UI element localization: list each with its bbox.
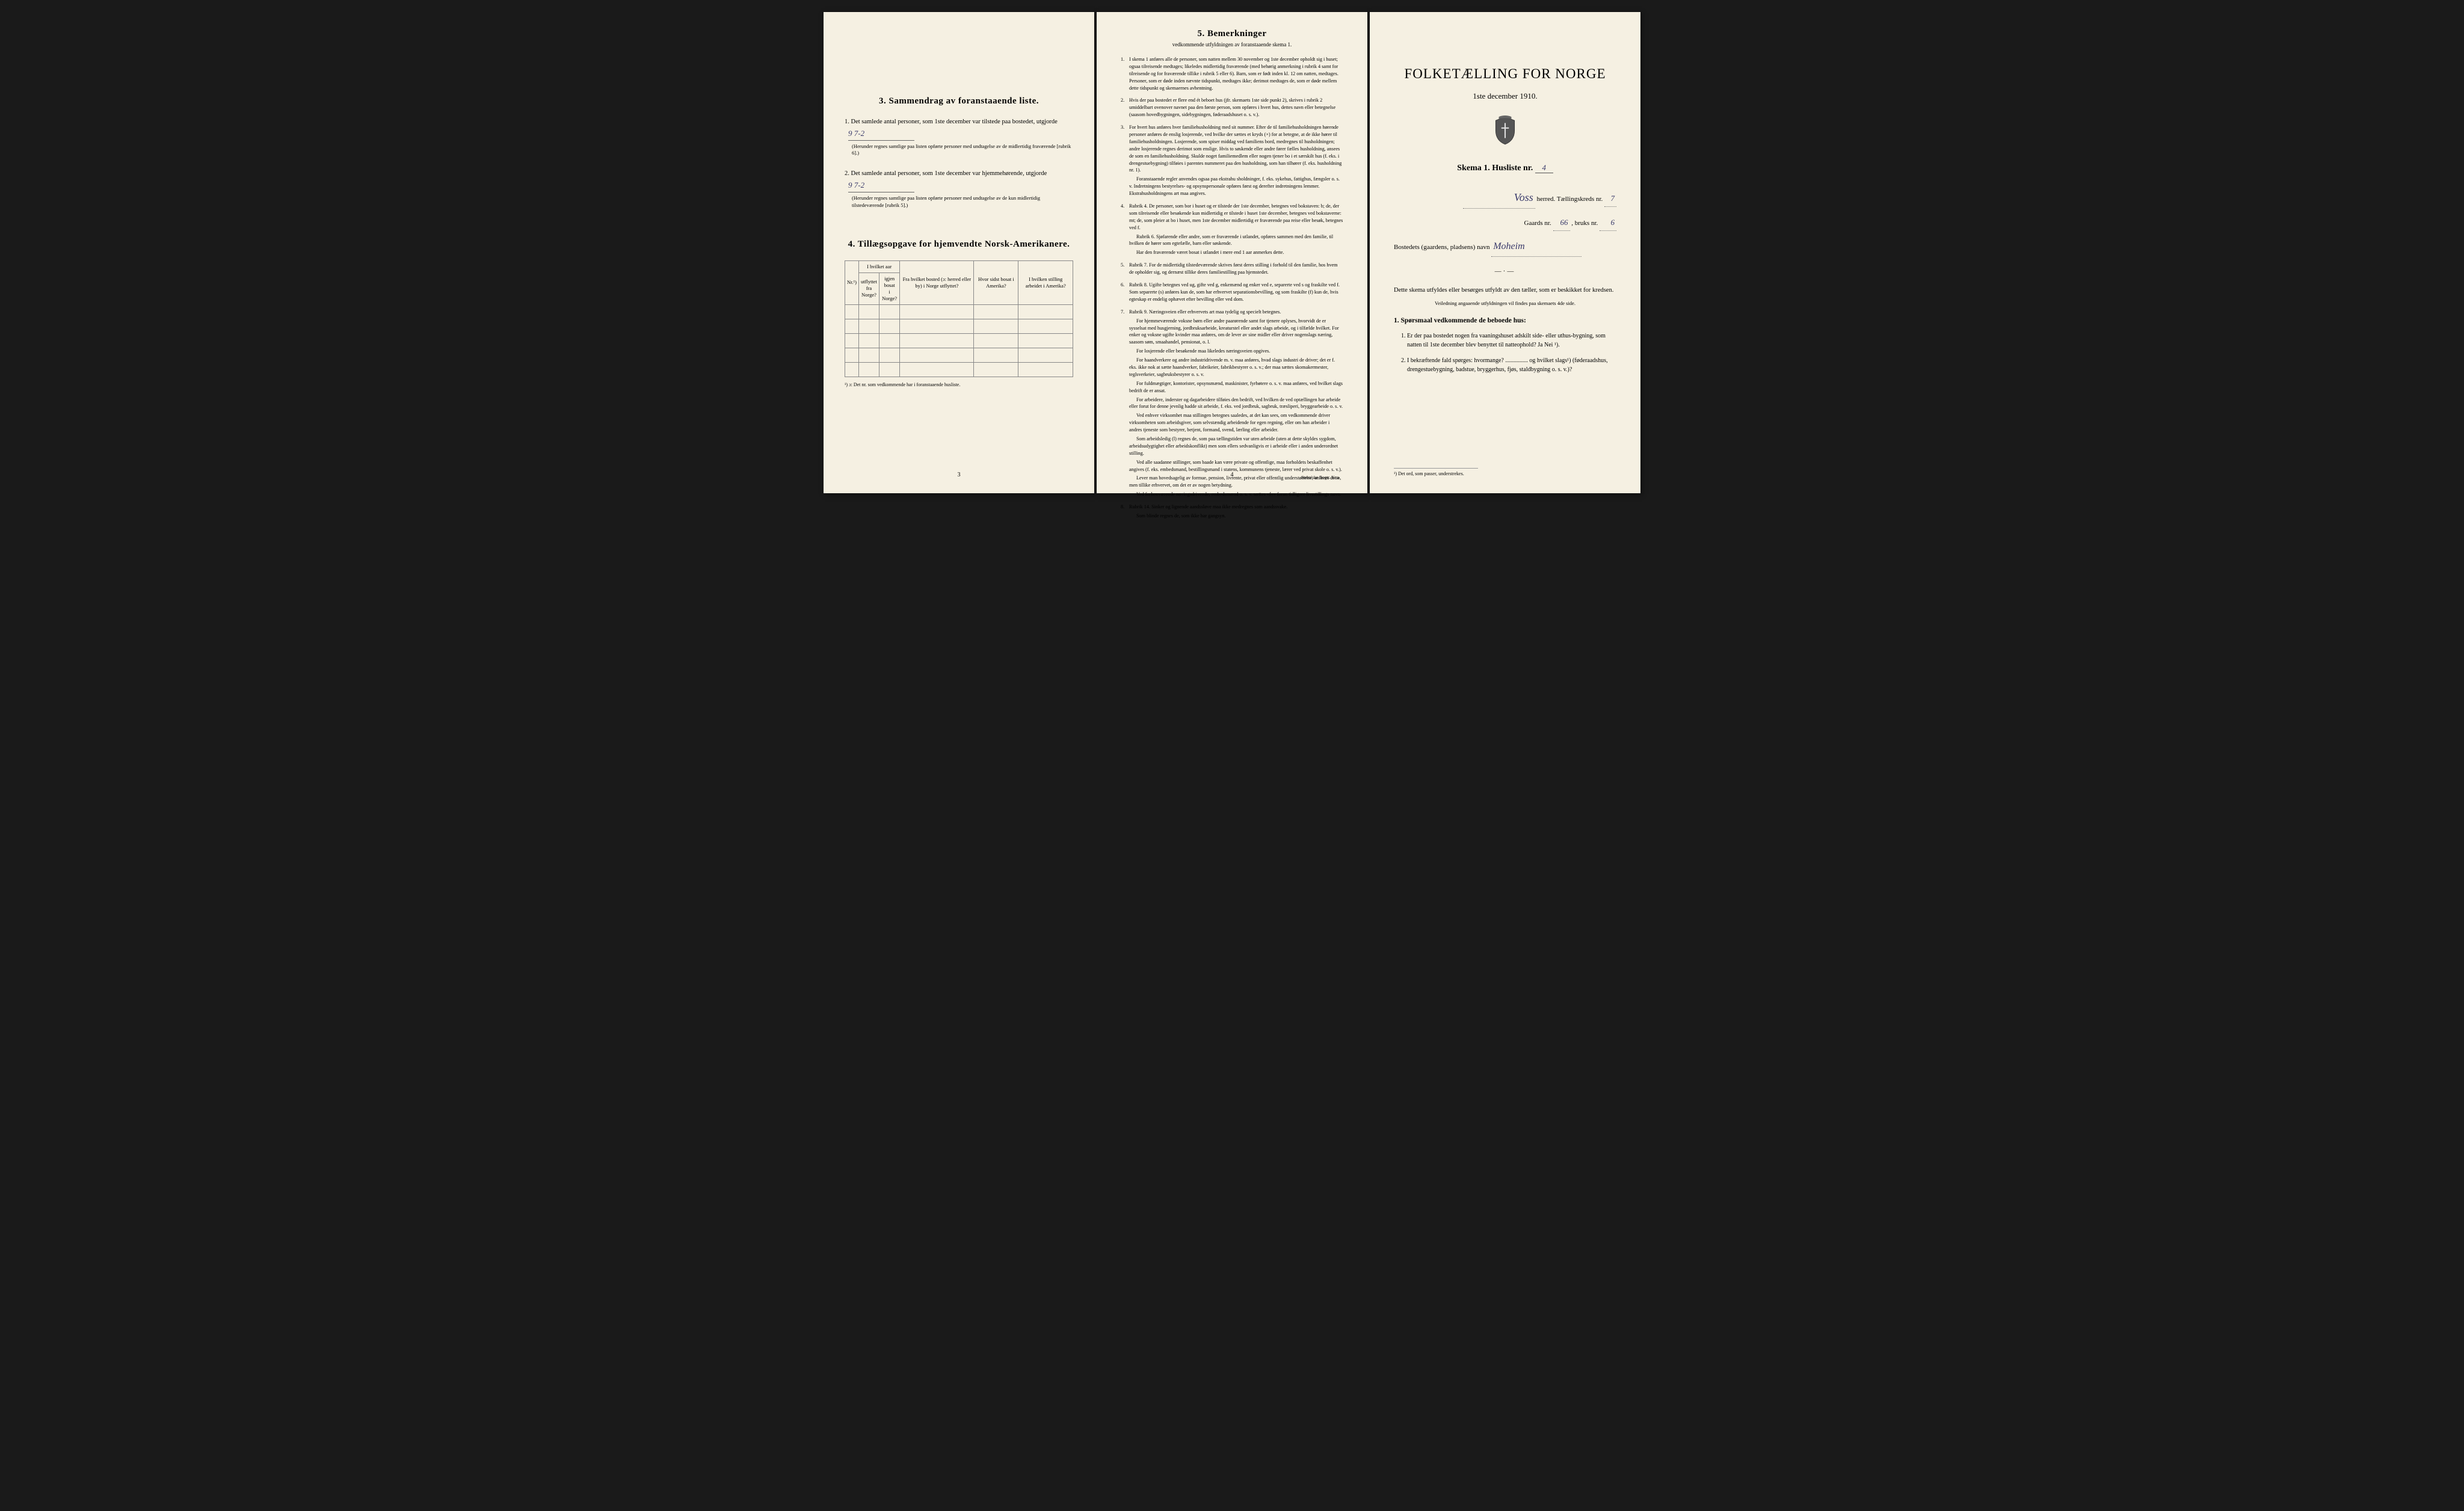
- gaards-nr: 66: [1553, 215, 1570, 231]
- census-title: FOLKETÆLLING FOR NORGE: [1394, 66, 1616, 82]
- item2-label: 2. Det samlede antal personer, som 1ste …: [845, 170, 1047, 177]
- bosted-value: Moheim: [1491, 237, 1582, 257]
- coat-of-arms-icon: [1394, 115, 1616, 149]
- page-4: 5. Bemerkninger vedkommende utfyldningen…: [1097, 12, 1367, 493]
- bruks-nr: 6: [1600, 215, 1616, 231]
- section4-heading: 4. Tillægsopgave for hjemvendte Norsk-Am…: [845, 239, 1073, 250]
- bosted-label: Bostedets (gaardens, pladsens) navn: [1394, 244, 1489, 251]
- q1-item: I bekræftende fald spørges: hvormange? .…: [1407, 356, 1616, 375]
- bruks-label: , bruks nr.: [1571, 220, 1598, 227]
- remarks-list: I skema 1 anføres alle de personer, som …: [1121, 56, 1343, 520]
- herred-label: herred. Tællingskreds nr.: [1536, 195, 1603, 203]
- th-bosted: Fra hvilket bosted (ɔ: herred eller by) …: [900, 260, 974, 304]
- section5-sub: vedkommende utfyldningen av foranstaaend…: [1121, 42, 1343, 48]
- table-row: [845, 348, 1073, 362]
- table-footnote: ¹) ɔ: Det nr. som vedkommende har i fora…: [845, 382, 1073, 387]
- skema-line: Skema 1. Husliste nr. 4: [1394, 163, 1616, 173]
- th-aar-group: I hvilket aar: [859, 260, 900, 272]
- remark-item: Rubrik 4. De personer, som bor i huset o…: [1121, 203, 1343, 256]
- page-3: 3. Sammendrag av foranstaaende liste. 1.…: [824, 12, 1094, 493]
- remark-item: Rubrik 9. Næringsveien eller erhvervets …: [1121, 309, 1343, 498]
- q1-list: Er der paa bostedet nogen fra vaaningshu…: [1394, 331, 1616, 375]
- section5-heading: 5. Bemerkninger: [1121, 29, 1343, 39]
- remark-item: Hvis der paa bostedet er flere end ét be…: [1121, 97, 1343, 118]
- emigrant-table: Nr.¹) I hvilket aar Fra hvilket bosted (…: [845, 260, 1073, 377]
- section3-heading: 3. Sammendrag av foranstaaende liste.: [845, 96, 1073, 106]
- document-spread: 3. Sammendrag av foranstaaende liste. 1.…: [824, 12, 1640, 493]
- th-stilling: I hvilken stilling arbeidet i Amerika?: [1018, 260, 1073, 304]
- census-date: 1ste december 1910.: [1394, 91, 1616, 101]
- table-row: [845, 362, 1073, 377]
- th-sidst: Hvor sidst bosat i Amerika?: [974, 260, 1018, 304]
- footnote: ¹) Det ord, som passer, understrekes.: [1394, 468, 1478, 476]
- section-4: 4. Tillægsopgave for hjemvendte Norsk-Am…: [845, 239, 1073, 387]
- item1-note: (Herunder regnes samtlige paa listen opf…: [852, 143, 1073, 158]
- table-row: [845, 319, 1073, 333]
- q1-heading: 1. Spørsmaal vedkommende de beboede hus:: [1394, 317, 1616, 324]
- item2-note: (Herunder regnes samtlige paa listen opf…: [852, 195, 1073, 209]
- gaards-label: Gaards nr.: [1524, 220, 1551, 227]
- remark-item: Rubrik 14. Sinker og lignende aandssløve…: [1121, 503, 1343, 520]
- summary-item-2: 2. Det samlede antal personer, som 1ste …: [845, 169, 1073, 209]
- th-nr: Nr.¹): [845, 260, 859, 304]
- gaards-line: Gaards nr. 66 , bruks nr. 6: [1394, 215, 1616, 231]
- skema-label: Skema 1. Husliste nr.: [1457, 164, 1533, 173]
- item1-value: 9 7-2: [848, 128, 914, 141]
- q1-item: Er der paa bostedet nogen fra vaaningshu…: [1407, 331, 1616, 350]
- table-row: [845, 304, 1073, 319]
- remark-item: Rubrik 8. Ugifte betegnes ved ug, gifte …: [1121, 282, 1343, 303]
- th-aar1: utflyttetfraNorge?: [859, 272, 879, 304]
- printer-credit: Steen'ske Bogtr. Kr.a.: [1301, 475, 1340, 480]
- item1-label: 1. Det samlede antal personer, som 1ste …: [845, 118, 1058, 125]
- summary-item-1: 1. Det samlede antal personer, som 1ste …: [845, 117, 1073, 157]
- remark-item: Rubrik 7. For de midlertidig tilstedevær…: [1121, 262, 1343, 276]
- herred-line: Voss herred. Tællingskreds nr. 7: [1394, 186, 1616, 209]
- remark-item: For hvert hus anføres hver familiehushol…: [1121, 124, 1343, 197]
- veiledning-text: Veiledning angaaende utfyldningen vil fi…: [1394, 300, 1616, 306]
- page-1-cover: FOLKETÆLLING FOR NORGE 1ste december 191…: [1370, 12, 1640, 493]
- table-row: [845, 333, 1073, 348]
- herred-value: Voss: [1463, 186, 1535, 209]
- kreds-nr: 7: [1604, 191, 1616, 207]
- divider-icon: ―·―: [1394, 268, 1616, 275]
- item2-value: 9 7-2: [848, 179, 914, 192]
- intro-text: Dette skema utfyldes eller besørges utfy…: [1394, 286, 1616, 295]
- remark-item: I skema 1 anføres alle de personer, som …: [1121, 56, 1343, 91]
- th-aar2: igjenbosati Norge?: [879, 272, 899, 304]
- husliste-nr: 4: [1535, 163, 1553, 173]
- bosted-line: Bostedets (gaardens, pladsens) navn Mohe…: [1394, 237, 1616, 257]
- page-number: 4: [1231, 472, 1234, 478]
- page-number: 3: [958, 472, 961, 478]
